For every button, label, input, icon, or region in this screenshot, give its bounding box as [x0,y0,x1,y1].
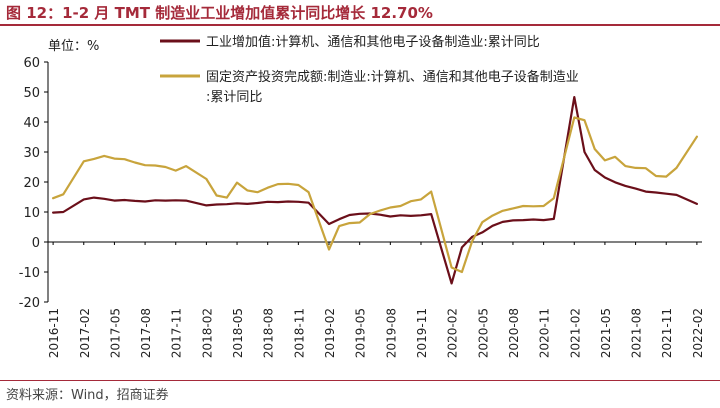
title-divider [0,24,720,26]
series-line-1 [51,95,699,285]
x-tick-label: 2022-02 [691,308,705,358]
x-tick-label: 2019-11 [415,308,429,358]
x-tick-label: 2017-02 [78,308,92,358]
x-tick-label: 2019-05 [354,308,368,358]
x-tick-label: 2020-02 [446,308,460,358]
x-tick-label: 2019-02 [323,308,337,358]
y-tick-label: 60 [23,56,40,71]
series-lines [51,95,699,285]
chart-title: 图 12：1-2 月 TMT 制造业工业增加值累计同比增长 12.70% [6,4,433,22]
y-tick-label: 10 [23,206,40,221]
x-tick-label: 2017-08 [139,308,153,358]
x-tick-label: 2016-11 [47,308,61,358]
y-tick-label: 20 [23,176,40,191]
x-tick-label: 2021-08 [630,308,644,358]
x-tick-label: 2021-02 [568,308,582,358]
series-line-2 [51,116,699,274]
y-tick-label: 40 [23,116,40,131]
x-tick-label: 2021-05 [599,308,613,358]
y-tick-label: 50 [23,86,40,101]
x-tick-label: 2020-05 [476,308,490,358]
y-tick-label: -10 [19,266,40,281]
unit-label: 单位：% [48,39,99,54]
x-tick-label: 2018-05 [231,308,245,358]
y-tick-label: 30 [23,146,40,161]
legend: 工业增加值:计算机、通信和其他电子设备制造业:累计同比 固定资产投资完成额:制造… [160,34,583,105]
x-tick-label: 2020-08 [507,308,521,358]
source-note: 资料来源：Wind，招商证券 [6,388,169,403]
x-tick-label: 2017-11 [170,308,184,358]
x-tick-label: 2018-02 [200,308,214,358]
x-tick-label: 2018-08 [262,308,276,358]
y-tick-label: 0 [32,236,40,251]
x-tick-label: 2018-11 [292,308,306,358]
x-tick-label: 2019-08 [384,308,398,358]
x-tick-label: 2020-11 [538,308,552,358]
source-divider [0,380,720,381]
x-tick-label: 2017-05 [108,308,122,358]
line-chart: 单位：% -20 -10 0 10 20 30 40 50 60 2016-11 2017-02 20… [19,34,705,358]
y-tick-label: -20 [19,296,40,311]
axes: -20 -10 0 10 20 30 40 50 60 2016-11 2017-02 2017-05… [19,56,705,358]
legend-label-series-2: 固定资产投资完成额:制造业:计算机、通信和其他电子设备制造业 :累计同比 [206,69,583,105]
legend-label-series-1: 工业增加值:计算机、通信和其他电子设备制造业:累计同比 [206,34,540,50]
x-tick-label: 2021-11 [660,308,674,358]
